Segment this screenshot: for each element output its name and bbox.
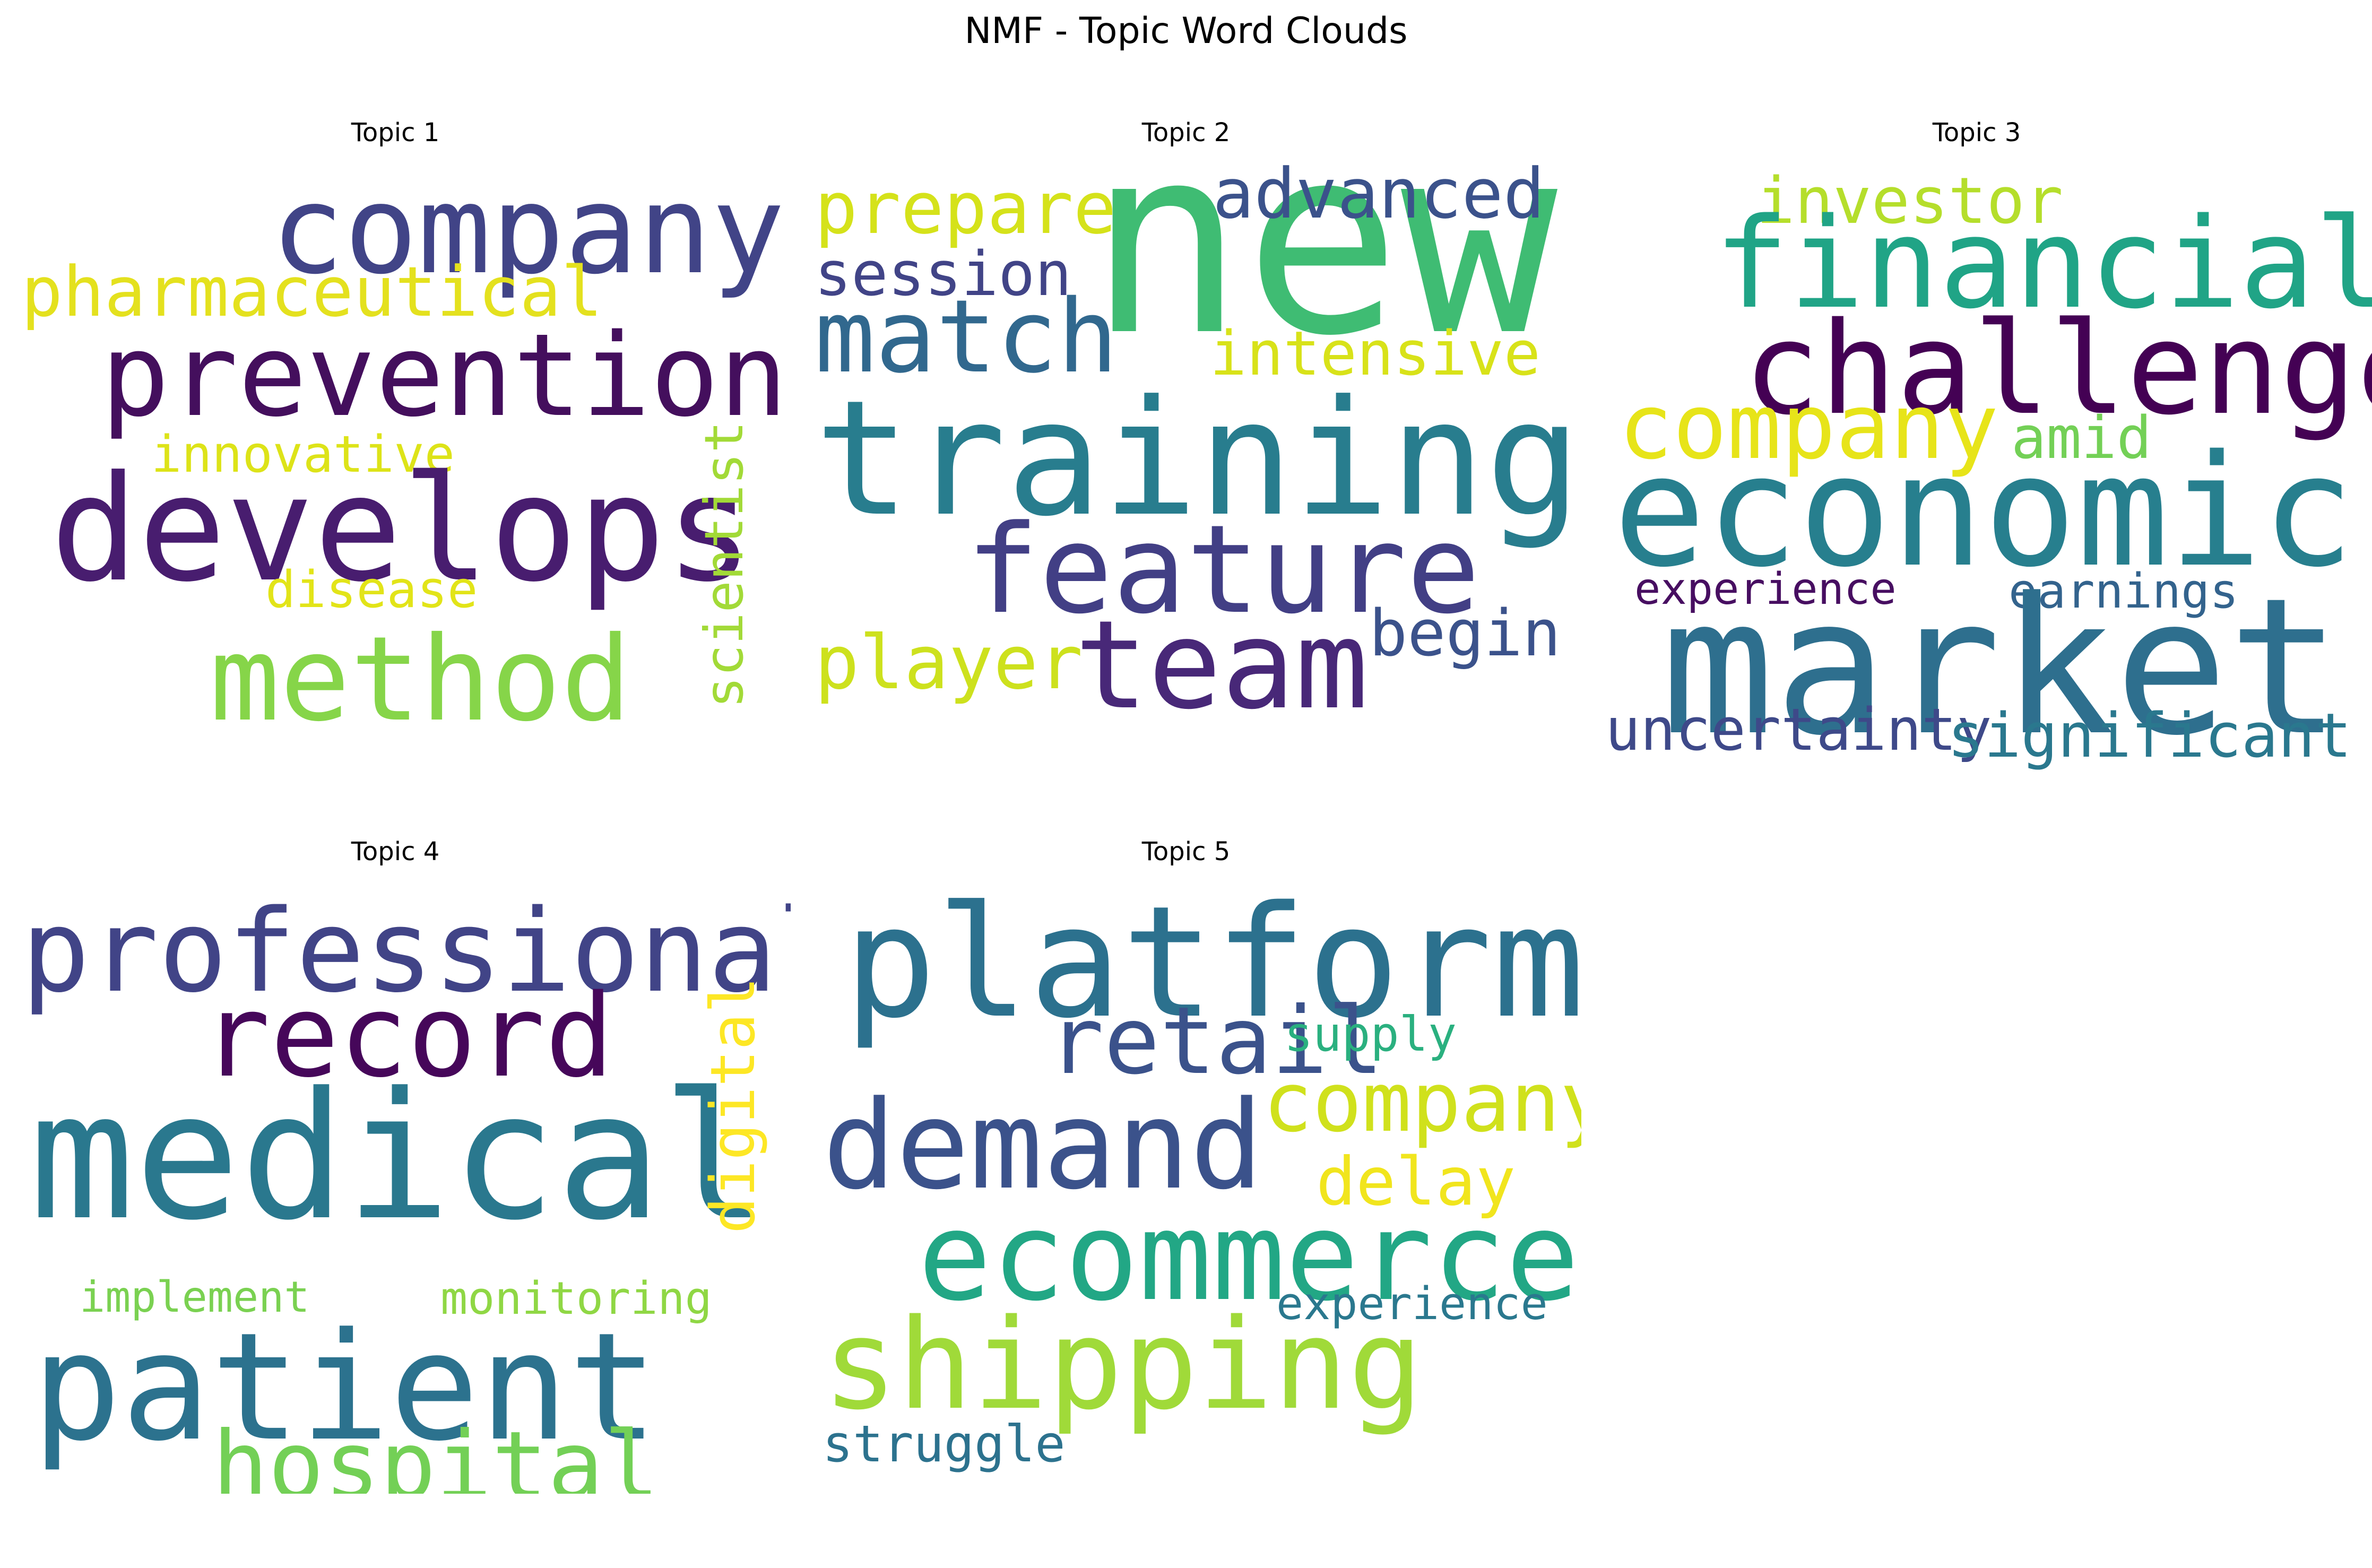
cloud-word: experience <box>1634 564 1897 614</box>
cloud-word: market <box>1661 557 2342 775</box>
cloud-word: digital <box>698 976 769 1234</box>
cloud-word: company <box>271 160 785 301</box>
panel-title: Topic 5 <box>1141 837 1231 867</box>
cloud-word: investor <box>1756 164 2063 238</box>
cloud-word: financial <box>1714 192 2372 336</box>
cloud-word: match <box>815 278 1118 395</box>
cloud-word: struggle <box>823 1415 1066 1474</box>
topic-panel: Topic 1 company pharmaceutical prevention in… <box>0 118 791 775</box>
cloud-word: challenge <box>1743 294 2372 443</box>
cloud-word: monitoring <box>440 1272 712 1325</box>
cloud-word: uncertainty <box>1605 696 1992 764</box>
word-cloud: platform retail supply company demand delay ec… <box>791 878 1581 1494</box>
cloud-word: training <box>815 366 1581 551</box>
word-cloud: professional record medical digital implemen… <box>0 878 791 1494</box>
cloud-word: shipping <box>823 1293 1423 1437</box>
cloud-word: hospital <box>212 1412 660 1494</box>
cloud-word: team <box>1075 595 1369 737</box>
cloud-word: disease <box>265 561 478 619</box>
cloud-word: significant <box>1947 700 2352 772</box>
cloud-word: supply <box>1284 1007 1457 1062</box>
cloud-word: company <box>1618 375 1999 480</box>
cloud-word: prevention <box>101 309 788 442</box>
word-cloud: investor financial challenge company amid eco… <box>1581 159 2372 775</box>
panel-title: Topic 2 <box>1141 118 1231 148</box>
cloud-word: intensive <box>1210 318 1541 389</box>
cloud-word: develops <box>50 444 754 614</box>
cloud-word: new <box>1088 159 1558 393</box>
cloud-word: patient <box>32 1301 659 1474</box>
cloud-word: advanced <box>1213 159 1545 234</box>
topic-panel: Topic 2 prepare new advanced session match int… <box>791 118 1581 775</box>
word-cloud: company pharmaceutical prevention innovativ… <box>0 159 791 775</box>
cloud-word: medical <box>29 1055 767 1259</box>
cloud-word: prepare <box>815 167 1116 250</box>
cloud-word: demand <box>823 1075 1263 1217</box>
cloud-word: method <box>210 611 631 747</box>
cloud-word: session <box>815 239 1072 310</box>
cloud-word: economic <box>1613 422 2354 601</box>
cloud-word: pharmaceutical <box>21 252 603 332</box>
topic-panel: Topic 3 investor financial challenge company… <box>1581 118 2372 775</box>
cloud-word: implement <box>80 1272 310 1322</box>
cloud-word: feature <box>966 499 1481 641</box>
cloud-word: player <box>815 620 1083 706</box>
cloud-word: begin <box>1369 597 1561 671</box>
panel-title: Topic 4 <box>351 837 440 867</box>
cloud-word: record <box>202 969 614 1103</box>
figure-title: NMF - Topic Word Clouds <box>964 10 1408 52</box>
cloud-word: retail <box>1048 987 1384 1095</box>
word-cloud: prepare new advanced session match intensive t… <box>791 159 1581 775</box>
cloud-word: amid <box>2011 404 2152 472</box>
cloud-word: company <box>1263 1054 1581 1150</box>
topic-panel: Topic 4 professional record medical digital i… <box>0 837 791 1494</box>
cloud-word: scientist <box>693 421 755 708</box>
topic-panel: Topic 5 platform retail supply company demand… <box>791 837 1581 1494</box>
cloud-word: delay <box>1316 1143 1516 1220</box>
panel-title: Topic 1 <box>351 118 440 148</box>
panel-title: Topic 3 <box>1932 118 2021 148</box>
cloud-word: earnings <box>2009 564 2239 619</box>
cloud-word: innovative <box>151 426 455 484</box>
cloud-word: experience <box>1276 1278 1548 1330</box>
cloud-word: ecommerce <box>918 1186 1580 1328</box>
cloud-word: platform <box>844 878 1581 1052</box>
cloud-word: professional <box>21 885 791 1018</box>
